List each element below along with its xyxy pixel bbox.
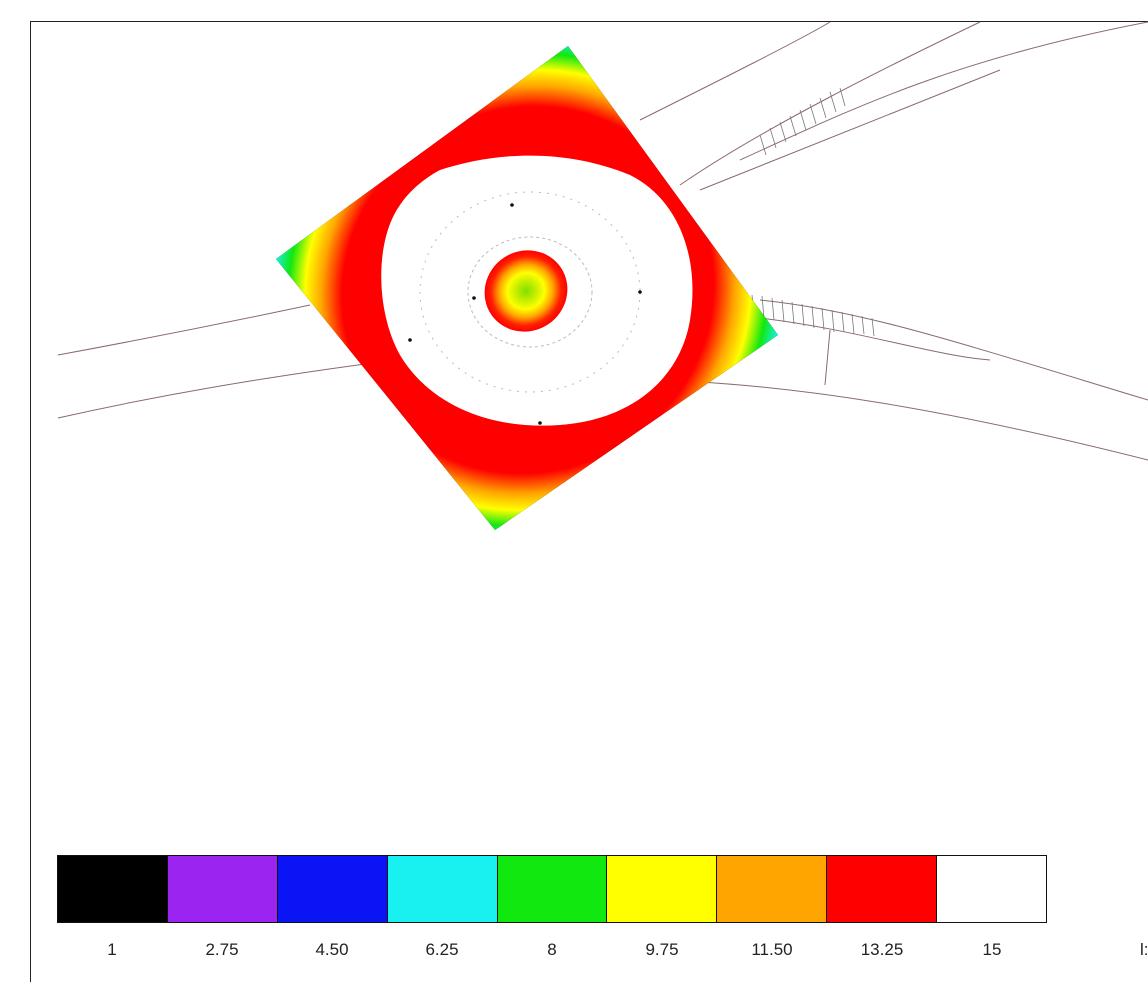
road-edge-upper-left bbox=[57, 304, 311, 356]
legend-swatch bbox=[607, 856, 718, 922]
road-lines bbox=[57, 21, 1148, 461]
hatch-marks bbox=[751, 87, 875, 337]
legend-tick-label: 8 bbox=[547, 940, 557, 959]
legend-swatch bbox=[167, 856, 278, 922]
color-scale-legend bbox=[57, 855, 1047, 923]
illuminance-field bbox=[276, 46, 778, 530]
legend-swatch bbox=[937, 856, 1047, 922]
road-edge-top-c bbox=[699, 69, 1001, 191]
legend-tick-label: 11.50 bbox=[751, 940, 793, 959]
legend-tick-label: 2.75 bbox=[205, 940, 239, 959]
legend-tick-label: 1 bbox=[107, 940, 117, 959]
road-edge-right-upper bbox=[759, 299, 1148, 401]
luminaire-marks bbox=[408, 203, 642, 425]
legend-tick-label: 6.25 bbox=[425, 940, 459, 959]
road-edge-right-mid bbox=[759, 317, 991, 361]
legend-swatch bbox=[277, 856, 388, 922]
legend-swatch bbox=[58, 856, 168, 922]
road-edge-top-d bbox=[739, 21, 1148, 161]
legend-tick-label: 9.75 bbox=[645, 940, 679, 959]
legend-tick-label: 4.50 bbox=[315, 940, 349, 959]
center-hotspot bbox=[484, 250, 568, 332]
unit-label: l: bbox=[1140, 940, 1148, 959]
legend-swatch bbox=[827, 856, 938, 922]
road-cross-line bbox=[824, 329, 831, 386]
legend-tick-label: 13.25 bbox=[860, 940, 904, 959]
legend-swatch bbox=[497, 856, 608, 922]
road-edge-top-a bbox=[639, 21, 831, 121]
legend-swatch bbox=[717, 856, 828, 922]
legend-swatch bbox=[387, 856, 498, 922]
color-scale-ticks: 1 2.75 4.50 6.25 8 9.75 11.50 13.25 15 bbox=[57, 940, 1047, 960]
road-edge-lower-left bbox=[57, 361, 381, 419]
road-edge-top-b bbox=[679, 21, 981, 186]
legend-tick-label: 15 bbox=[982, 940, 1002, 959]
road-edge-lower-right bbox=[659, 379, 1148, 461]
